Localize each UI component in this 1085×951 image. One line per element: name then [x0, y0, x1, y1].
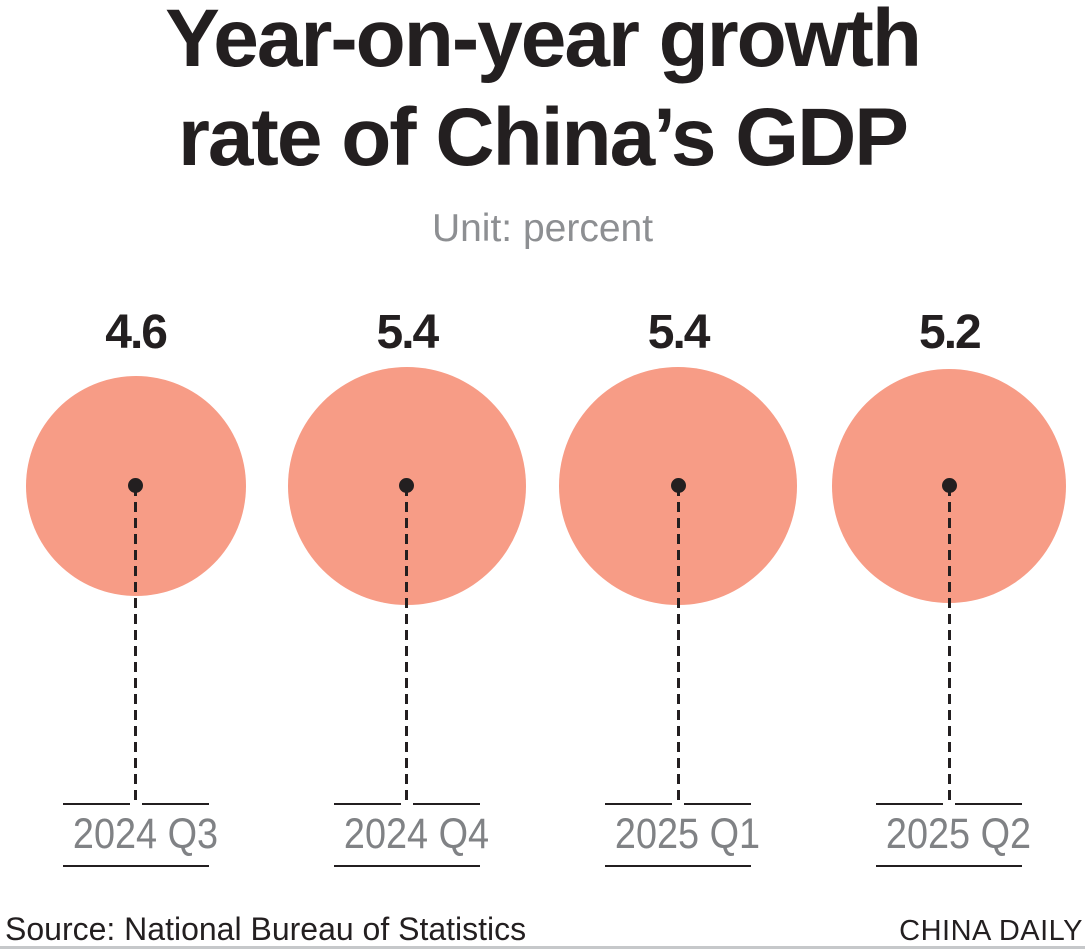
bottom-divider — [0, 946, 1085, 949]
page-title-line-1: Year-on-year growth — [165, 0, 922, 84]
quarter-column: 5.4 2025 Q1 — [543, 307, 814, 867]
category-label: 2024 Q4 — [343, 810, 489, 858]
category-label-box: 2024 Q4 — [333, 803, 489, 867]
category-label: 2025 Q1 — [615, 810, 761, 858]
category-top-rule — [333, 803, 480, 805]
quarter-column: 4.6 2024 Q3 — [0, 307, 271, 867]
value-label: 5.4 — [376, 306, 440, 359]
leader-dashed-line — [676, 486, 680, 806]
source-label: Source: National Bureau of Statistics — [5, 911, 527, 947]
page-title-line-2: rate of China’s GDP — [178, 92, 909, 183]
center-dot — [399, 478, 415, 493]
brand-label: CHINA DAILY — [899, 915, 1083, 947]
leader-dashed-line — [134, 486, 138, 806]
value-label: 5.4 — [647, 306, 711, 359]
quarter-column: 5.2 2025 Q2 — [814, 307, 1085, 867]
center-dot — [128, 478, 144, 493]
unit-label: Unit: percent — [431, 207, 654, 250]
bubble-chart: 4.6 2024 Q3 5.4 2024 Q4 5.4 — [0, 307, 1085, 867]
category-label: 2024 Q3 — [72, 810, 218, 858]
value-label: 5.2 — [919, 306, 982, 359]
footer: Source: National Bureau of Statistics CH… — [5, 911, 1083, 949]
category-label-box: 2025 Q2 — [876, 803, 1031, 867]
category-label: 2025 Q2 — [886, 810, 1032, 858]
category-top-rule — [62, 803, 209, 805]
center-dot — [941, 478, 957, 493]
category-top-rule — [876, 803, 1023, 805]
leader-dashed-line — [947, 486, 951, 806]
leader-dashed-line — [405, 486, 409, 806]
quarter-column: 5.4 2024 Q4 — [271, 307, 542, 867]
value-label: 4.6 — [105, 306, 168, 359]
center-dot — [670, 478, 686, 493]
category-top-rule — [605, 803, 752, 805]
page-title: Year-on-year growth rate of China’s GDP — [0, 0, 1085, 187]
category-label-box: 2025 Q1 — [605, 803, 760, 867]
category-label-box: 2024 Q3 — [62, 803, 218, 867]
